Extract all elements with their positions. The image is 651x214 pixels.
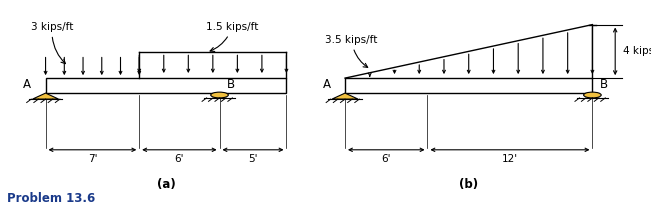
- Polygon shape: [332, 93, 358, 99]
- Text: A: A: [323, 78, 331, 91]
- Text: 3.5 kips/ft: 3.5 kips/ft: [326, 35, 378, 67]
- Circle shape: [583, 92, 602, 98]
- Text: 5': 5': [248, 154, 258, 164]
- Text: 7': 7': [88, 154, 97, 164]
- Text: 1.5 kips/ft: 1.5 kips/ft: [206, 22, 258, 52]
- Circle shape: [211, 92, 229, 98]
- Text: 6': 6': [174, 154, 184, 164]
- Text: Problem 13.6: Problem 13.6: [7, 192, 95, 205]
- Text: (a): (a): [157, 178, 175, 190]
- Text: (b): (b): [459, 178, 478, 190]
- Text: 3 kips/ft: 3 kips/ft: [31, 22, 74, 64]
- Bar: [46, 78, 286, 93]
- Text: 6': 6': [381, 154, 391, 164]
- Bar: [345, 78, 592, 93]
- Text: 12': 12': [502, 154, 518, 164]
- Text: 4 kips/ft: 4 kips/ft: [623, 46, 651, 56]
- Text: B: B: [600, 78, 608, 91]
- Text: B: B: [227, 78, 236, 91]
- Polygon shape: [33, 93, 59, 99]
- Text: A: A: [23, 78, 31, 91]
